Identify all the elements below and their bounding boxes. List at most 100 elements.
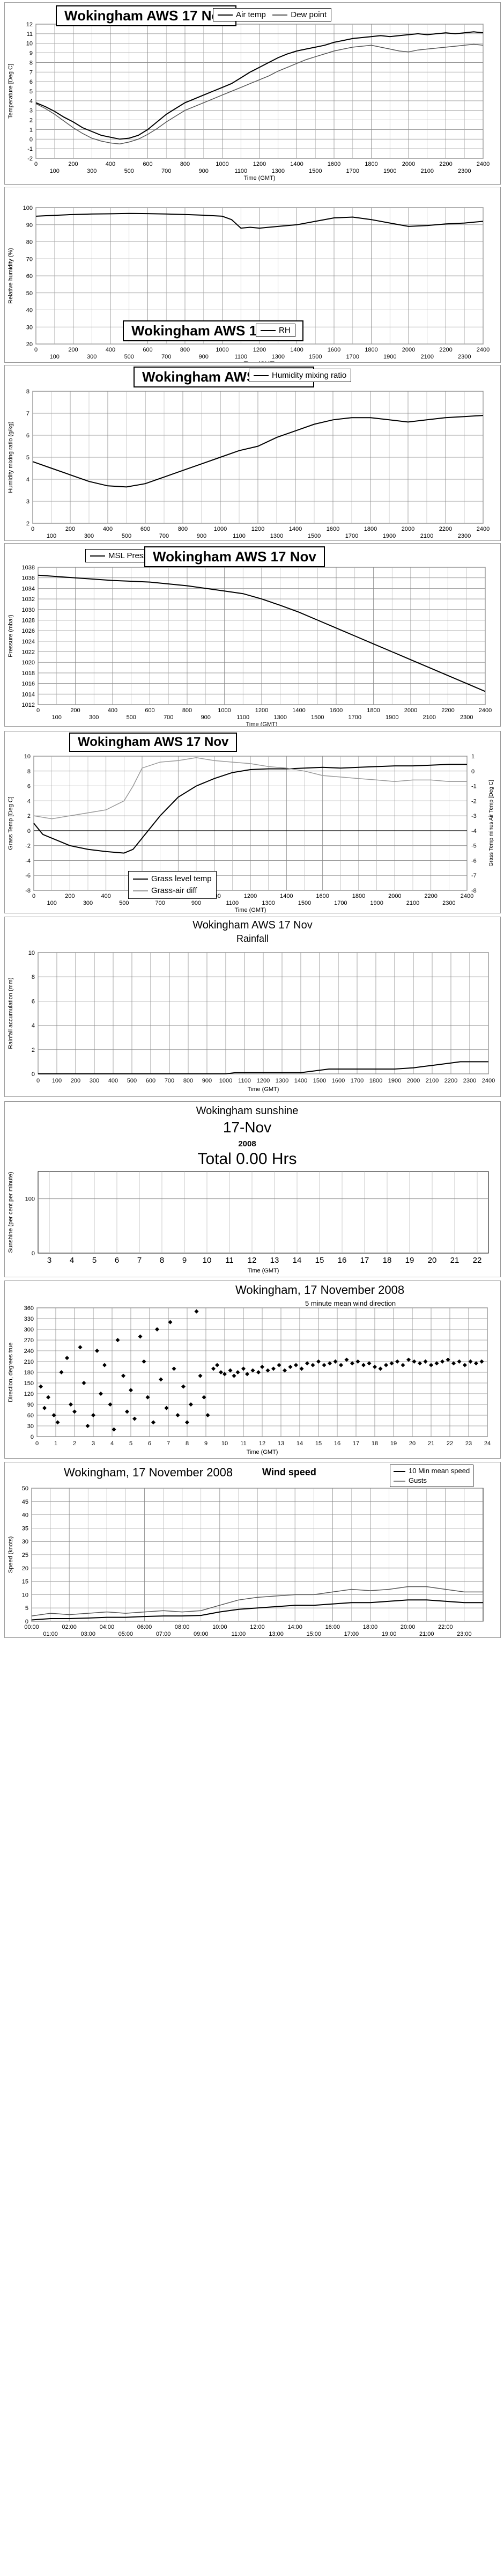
x-tick-label: 1600 bbox=[316, 893, 329, 899]
data-point bbox=[129, 1388, 133, 1393]
y-tick-label: 1 bbox=[29, 127, 33, 133]
y-tick-label: 300 bbox=[24, 1327, 34, 1333]
x-tick-label: 9 bbox=[204, 1440, 207, 1447]
x-tick-label: 1100 bbox=[234, 168, 247, 174]
x-tick-label: 00:00 bbox=[24, 1624, 39, 1630]
legend-swatch-air-temp bbox=[218, 14, 233, 16]
data-point bbox=[142, 1359, 146, 1364]
x-tick-label: 200 bbox=[71, 1078, 80, 1084]
data-point bbox=[168, 1320, 173, 1324]
x-tick-label: 1700 bbox=[349, 714, 361, 721]
x-tick-label: 1600 bbox=[328, 161, 340, 167]
chart-panel-humidity: 20 30 40 50 60 70 80 90 100 Relative humidity (%)… bbox=[4, 187, 501, 363]
y-tick-label: 1038 bbox=[22, 565, 35, 571]
x-tick-label: 1200 bbox=[255, 707, 268, 714]
y-tick-label: 50 bbox=[22, 1485, 28, 1492]
x-tick-label: 19:00 bbox=[382, 1631, 397, 1637]
x-tick-label: 1400 bbox=[292, 707, 305, 714]
x-tick-label: 900 bbox=[201, 714, 211, 721]
y-tick-label: 10 bbox=[24, 753, 31, 760]
y-axis-label: Pressure (mbar) bbox=[8, 614, 14, 657]
x-tick-label: 1900 bbox=[388, 1078, 401, 1084]
data-point bbox=[294, 1363, 298, 1367]
y-tick-label: 15 bbox=[22, 1579, 28, 1585]
x-tick-label: 04:00 bbox=[100, 1624, 115, 1630]
x-tick-label: 2000 bbox=[402, 347, 415, 353]
data-point bbox=[333, 1359, 338, 1364]
data-point bbox=[406, 1357, 411, 1362]
x-tick-label: 01:00 bbox=[43, 1631, 58, 1637]
y-tick-label: 90 bbox=[27, 1402, 34, 1408]
data-point bbox=[389, 1361, 394, 1366]
y-tick-label: 5 bbox=[25, 1605, 28, 1612]
sunshine-total: Total 0.00 Hrs bbox=[197, 1150, 297, 1168]
y-tick-label: -2 bbox=[27, 156, 33, 162]
data-point bbox=[228, 1368, 233, 1373]
data-point bbox=[474, 1361, 478, 1366]
x-tick-label: 2000 bbox=[407, 1078, 420, 1084]
x-tick-label: 2000 bbox=[404, 707, 417, 714]
x-tick-label: 1 bbox=[54, 1440, 57, 1447]
data-point bbox=[310, 1363, 315, 1367]
x-tick-label: 2000 bbox=[388, 893, 401, 899]
x-tick-label: 2400 bbox=[461, 893, 473, 899]
x-tick-label: 0 bbox=[31, 526, 34, 532]
y2-tick-label: -3 bbox=[471, 813, 477, 819]
x-tick-label: 400 bbox=[106, 161, 115, 167]
x-tick-label: 8 bbox=[160, 1256, 164, 1265]
x-tick-label: 0 bbox=[36, 707, 40, 714]
rainfall-chart: 0 2 4 6 8 10 Rainfall accumulation (mm) 0 100 200… bbox=[8, 950, 495, 1093]
data-point bbox=[211, 1366, 216, 1371]
y-tick-label: 70 bbox=[26, 256, 33, 262]
legend-swatch-dew-point bbox=[272, 14, 288, 16]
x-tick-label: 8 bbox=[186, 1440, 189, 1447]
x-tick-label: 1300 bbox=[272, 168, 285, 174]
y-tick-label: 100 bbox=[23, 205, 33, 211]
y-tick-label: 7 bbox=[26, 411, 29, 417]
x-tick-label: 2100 bbox=[420, 533, 433, 539]
y-tick-label: 20 bbox=[22, 1565, 28, 1572]
y-tick-label: -2 bbox=[25, 843, 31, 850]
x-tick-label: 2200 bbox=[424, 893, 437, 899]
y-tick-label: 1024 bbox=[22, 639, 35, 645]
legend-swatch-grass-air bbox=[133, 890, 148, 892]
x-tick-label: 20:00 bbox=[401, 1624, 416, 1630]
data-point bbox=[235, 1370, 240, 1374]
data-point bbox=[479, 1359, 484, 1364]
y-tick-label: 1016 bbox=[22, 681, 35, 687]
y-axis-label: Speed (knots) bbox=[8, 1536, 14, 1573]
legend-swatch-msl bbox=[90, 555, 105, 557]
y-tick-label: 60 bbox=[26, 273, 33, 280]
x-tick-label: 300 bbox=[89, 714, 99, 721]
y-axis-label: Grass Temp [Deg C] bbox=[8, 796, 14, 850]
x-tick-label: 2000 bbox=[402, 161, 415, 167]
x-tick-label: 600 bbox=[146, 1078, 155, 1084]
x-tick-label: 1100 bbox=[233, 533, 246, 539]
y-tick-label: 2 bbox=[32, 1047, 35, 1053]
data-point bbox=[69, 1402, 73, 1407]
x-tick-label: 600 bbox=[143, 161, 152, 167]
x-tick-label: 900 bbox=[197, 533, 206, 539]
x-tick-label: 08:00 bbox=[175, 1624, 190, 1630]
x-tick-label: 1400 bbox=[290, 161, 303, 167]
x-tick-label: 1200 bbox=[244, 893, 257, 899]
x-tick-label: 0 bbox=[35, 1440, 39, 1447]
data-point bbox=[91, 1413, 95, 1417]
series-line-humidity-mixing-ratio bbox=[32, 415, 484, 488]
x-tick-label: 0 bbox=[34, 161, 38, 167]
y-tick-label: 1014 bbox=[22, 691, 35, 698]
x-tick-label: 13 bbox=[278, 1440, 284, 1447]
data-point bbox=[429, 1363, 433, 1367]
x-tick-label: 7 bbox=[137, 1256, 142, 1265]
x-tick-label: 17:00 bbox=[344, 1631, 359, 1637]
y-tick-label: 8 bbox=[29, 60, 33, 66]
y-tick-label: 3 bbox=[26, 499, 29, 505]
y-tick-label: 40 bbox=[26, 308, 33, 314]
y-tick-label: 1026 bbox=[22, 628, 35, 634]
chart-title: Wokingham AWS 17 Nov bbox=[69, 733, 238, 752]
x-tick-label: 1400 bbox=[294, 1078, 307, 1084]
data-point bbox=[51, 1413, 56, 1417]
x-axis-label: Time (GMT) bbox=[244, 175, 276, 181]
data-point bbox=[260, 1365, 264, 1369]
x-tick-label: 09:00 bbox=[194, 1631, 209, 1637]
